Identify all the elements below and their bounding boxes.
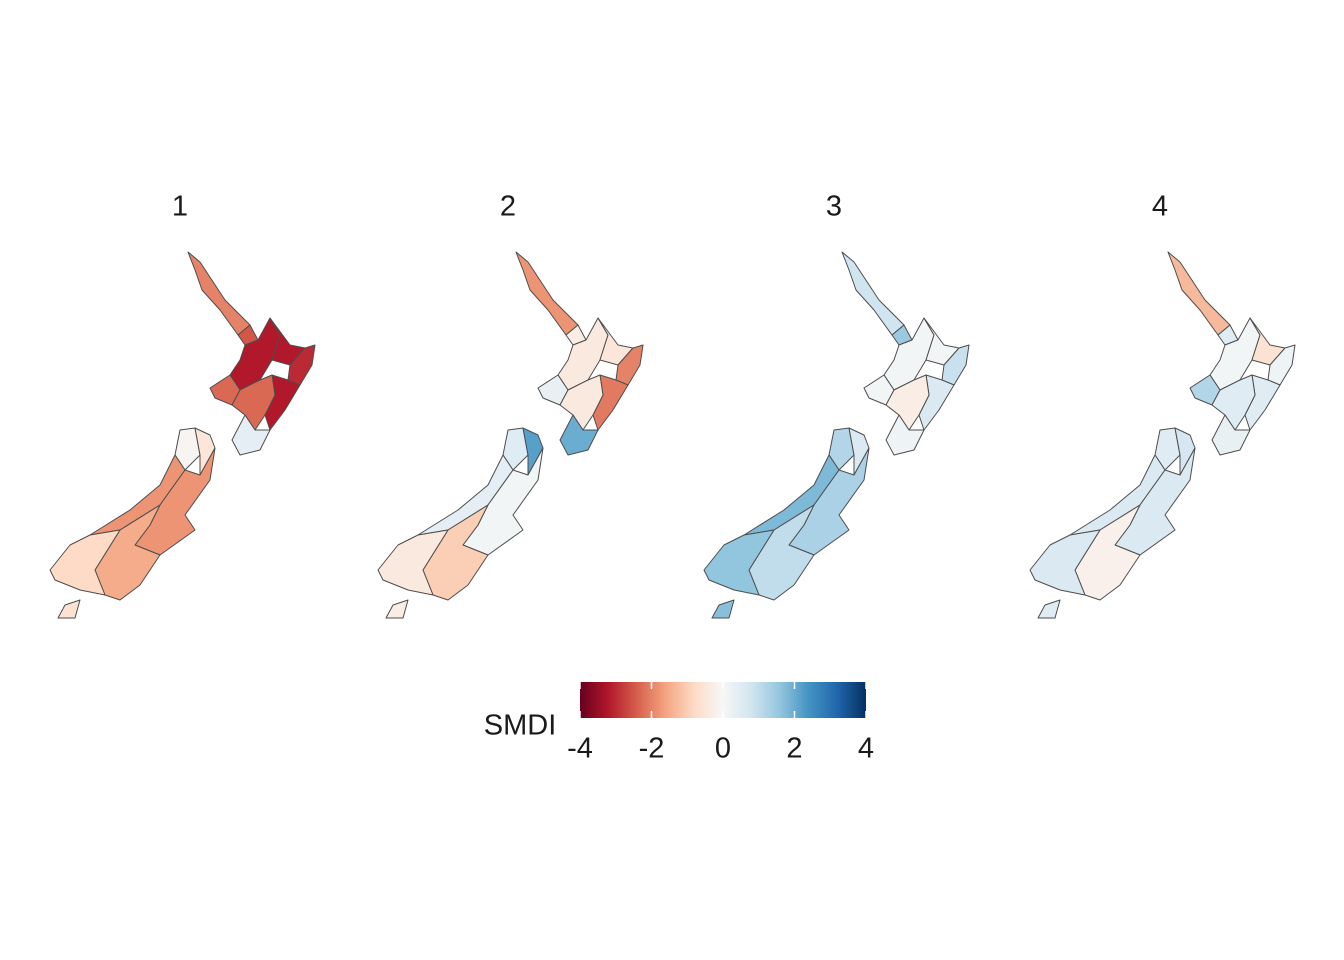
region	[1209, 317, 1261, 391]
region	[885, 374, 930, 431]
region	[828, 427, 855, 471]
region	[49, 529, 121, 596]
legend-tick-label: 2	[786, 733, 802, 765]
region	[1154, 427, 1181, 471]
legend-tick-label: 4	[858, 733, 874, 765]
region	[1037, 599, 1061, 619]
region	[1189, 374, 1221, 406]
region	[231, 414, 271, 456]
region	[537, 374, 569, 406]
map-panel: 2	[377, 191, 644, 619]
region	[1211, 414, 1251, 456]
region	[863, 374, 895, 406]
region	[1211, 374, 1256, 431]
region	[229, 317, 281, 391]
panel-title: 1	[172, 191, 188, 223]
region	[231, 374, 276, 431]
region	[1029, 529, 1101, 596]
region	[559, 374, 604, 431]
panel-title: 2	[500, 191, 516, 223]
legend-tick-label: 0	[715, 733, 731, 765]
region	[883, 317, 935, 391]
map-panel: 1	[49, 191, 316, 619]
region	[885, 414, 925, 456]
legend-tick-label: -4	[567, 733, 593, 765]
panel-title: 4	[1152, 191, 1168, 223]
legend-tick-label: -2	[639, 733, 665, 765]
region	[209, 374, 241, 406]
legend-title: SMDI	[484, 710, 557, 742]
region	[57, 599, 81, 619]
panel-title: 3	[826, 191, 842, 223]
map-panel: 4	[1029, 191, 1296, 619]
region	[559, 414, 599, 456]
region	[557, 317, 609, 391]
map-panel: 3	[703, 191, 970, 619]
region	[377, 529, 449, 596]
region	[703, 529, 775, 596]
region	[711, 599, 735, 619]
region	[385, 599, 409, 619]
region	[174, 427, 201, 471]
region	[502, 427, 529, 471]
